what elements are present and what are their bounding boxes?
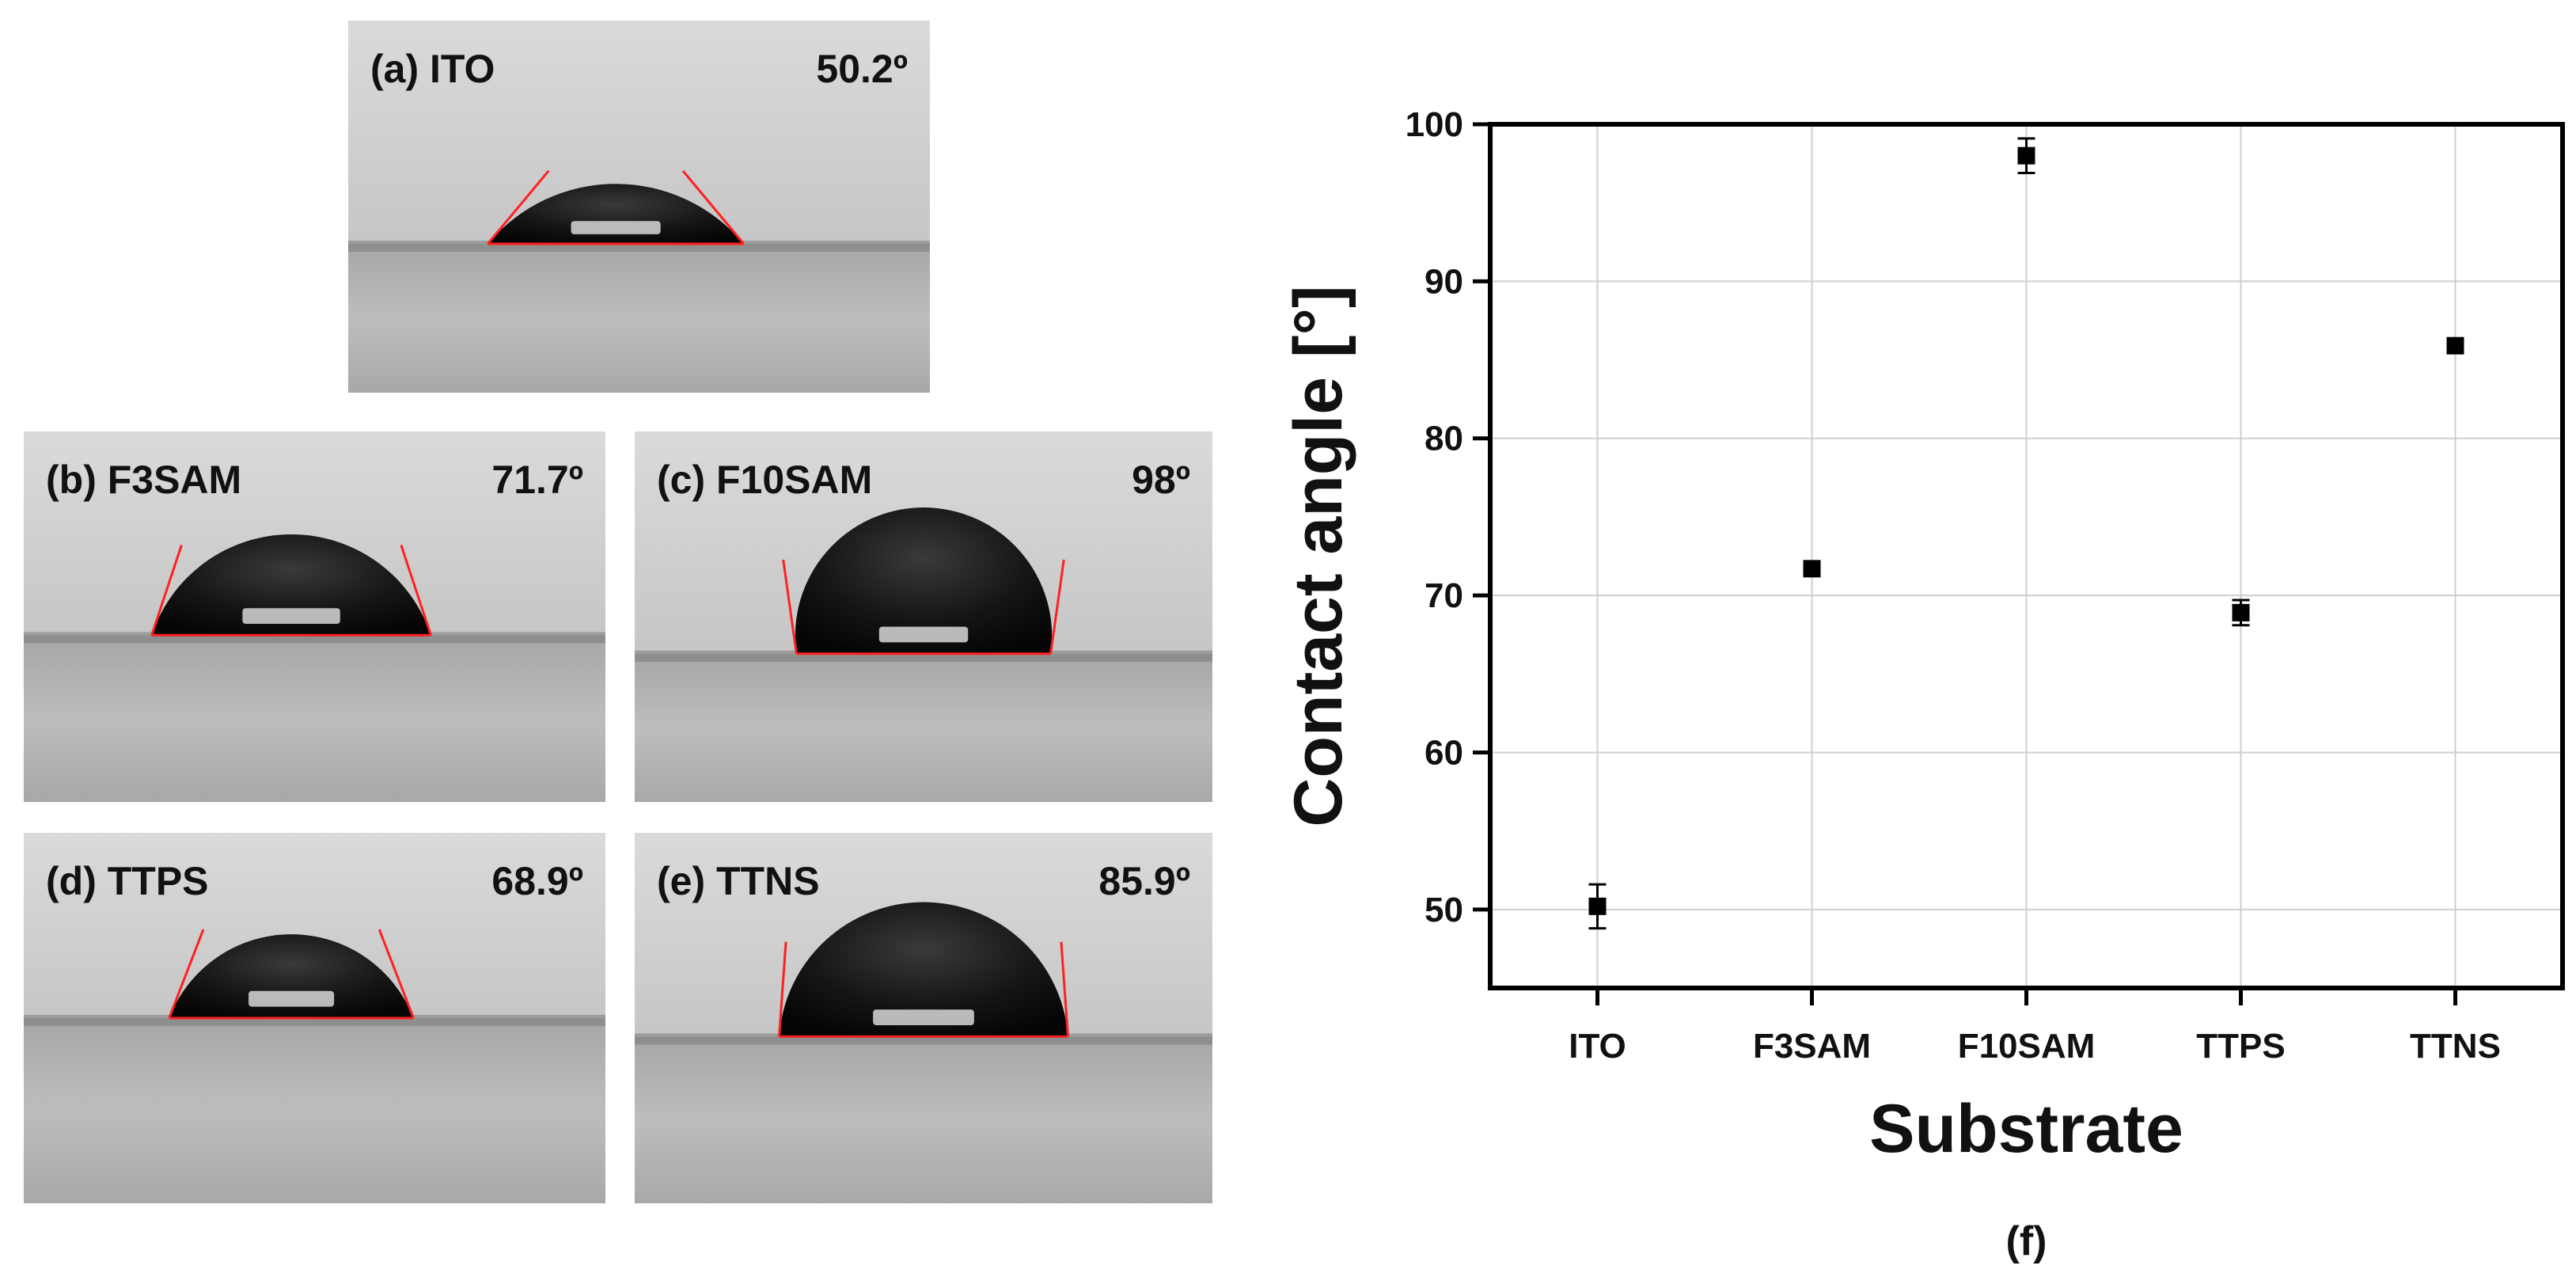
panel-angle: 71.7º — [491, 458, 583, 502]
y-axis-title: Contact angle [°] — [1280, 285, 1356, 826]
figure-label: (f) — [2006, 1218, 2047, 1264]
x-tick-label: TTNS — [2410, 1027, 2501, 1066]
data-point-ito — [1588, 883, 1607, 930]
y-tick-label: 90 — [1425, 262, 1463, 301]
x-tick-label: F3SAM — [1753, 1027, 1871, 1066]
square-marker — [2232, 603, 2250, 621]
droplet-panel-ttps: (d) TTPS 68.9º — [24, 833, 605, 1203]
panel-angle: 50.2º — [816, 47, 908, 91]
x-tick-label: F10SAM — [1958, 1027, 2096, 1066]
droplet-shape — [169, 934, 414, 1018]
panel-angle: 85.9º — [1098, 859, 1190, 903]
y-axis-ticks: 50 60 70 80 90 100 — [1406, 105, 1490, 929]
panel-angle: 68.9º — [491, 859, 583, 903]
droplet-photos: (a) ITO 50.2º(b) F3SAM 71.7º (c) F10SAM 98º(… — [24, 21, 1212, 1203]
panel-label: (a) ITO — [370, 47, 495, 91]
panel-angle: 98º — [1132, 458, 1190, 502]
data-points — [1588, 137, 2464, 930]
data-point-f3sam — [1803, 560, 1821, 578]
y-tick-label: 70 — [1425, 576, 1463, 615]
y-tick-label: 50 — [1425, 891, 1463, 929]
droplet-shape — [151, 534, 431, 636]
square-marker — [1588, 897, 1607, 915]
droplet-panel-f10sam: (c) F10SAM 98º — [635, 431, 1212, 802]
droplet-panel-f3sam: (b) F3SAM 71.7º — [24, 431, 605, 802]
square-marker — [1803, 560, 1821, 578]
panel-label: (e) TTNS — [657, 859, 820, 903]
droplet-shape — [779, 902, 1068, 1037]
panel-label: (d) TTPS — [46, 859, 209, 903]
y-tick-label: 80 — [1425, 420, 1463, 458]
x-tick-label: TTPS — [2196, 1027, 2285, 1066]
droplet-shape — [795, 507, 1053, 654]
contact-angle-chart: 50 60 70 80 90 100 ITO F3SAM F10SAM TTPS TTNS Con… — [1280, 105, 2565, 1167]
droplet-panel-ttns: (e) TTNS 85.9º — [635, 833, 1212, 1203]
panel-label: (b) F3SAM — [46, 458, 241, 502]
x-axis-title: Substrate — [1869, 1091, 2183, 1167]
y-tick-label: 60 — [1425, 733, 1463, 772]
droplet-shape — [488, 184, 744, 244]
grid-lines — [1490, 124, 2563, 988]
square-marker — [2017, 146, 2035, 165]
x-tick-label: ITO — [1569, 1027, 1626, 1066]
data-point-ttns — [2446, 336, 2464, 355]
x-axis-ticks: ITO F3SAM F10SAM TTPS TTNS — [1569, 988, 2501, 1066]
square-marker — [2446, 336, 2464, 355]
data-point-f10sam — [2017, 137, 2035, 174]
y-tick-label: 100 — [1406, 105, 1463, 144]
droplet-panel-ito: (a) ITO 50.2º — [348, 21, 930, 393]
data-point-ttps — [2232, 598, 2250, 627]
panel-label: (c) F10SAM — [657, 458, 872, 502]
